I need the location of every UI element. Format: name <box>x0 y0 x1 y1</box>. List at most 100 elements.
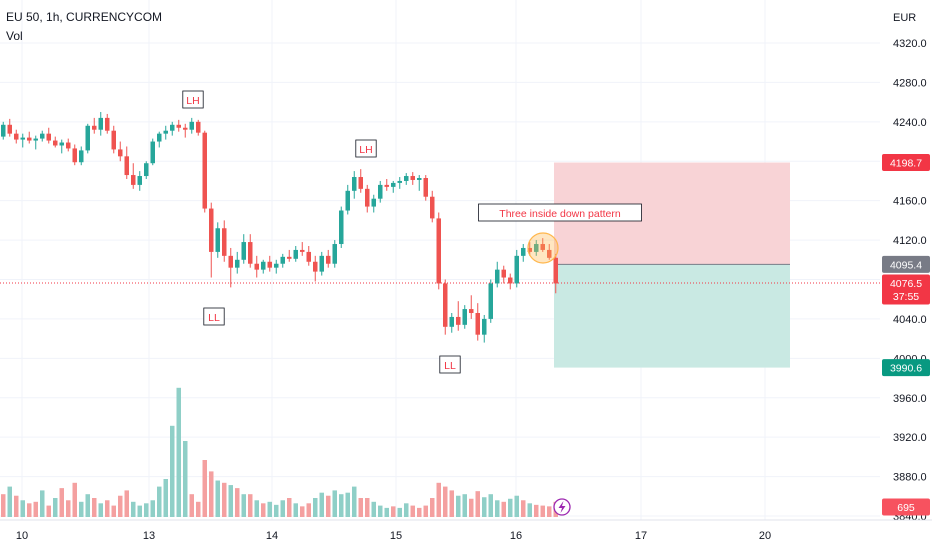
volume-bar <box>144 503 149 517</box>
volume-bar <box>436 482 441 517</box>
candle-body <box>254 263 259 270</box>
volume-bar <box>501 501 506 517</box>
volume-tag-label: 695 <box>897 502 915 514</box>
y-tick-label: 3880.0 <box>893 472 927 484</box>
annotation-box <box>439 355 461 374</box>
chart-symbol-title: EU 50, 1h, CURRENCYCOM <box>6 10 163 24</box>
volume-bar <box>332 490 337 517</box>
volume-bar <box>176 387 181 517</box>
volume-bar <box>345 492 350 517</box>
flash-bolt <box>558 501 566 513</box>
volume-bar <box>488 494 493 517</box>
candle-body <box>508 277 513 284</box>
volume-bar <box>85 494 90 517</box>
candlestick-series <box>1 111 558 343</box>
x-tick-label: 20 <box>759 530 771 542</box>
volume-bar <box>397 507 402 517</box>
candle-body <box>66 142 71 149</box>
volume-bar <box>118 495 123 517</box>
last-price-box <box>882 274 930 305</box>
candle-body <box>235 259 240 268</box>
volume-bar <box>228 485 233 517</box>
candle-body <box>27 137 32 141</box>
volume-bar <box>365 498 370 517</box>
volume-bar <box>40 490 45 517</box>
candle-body <box>313 261 318 272</box>
candle-body <box>72 148 77 163</box>
annotations: LH LH LL LL Three inside down pattern <box>182 90 642 374</box>
annotation-box <box>355 139 377 158</box>
candle-body <box>365 188 370 207</box>
volume-bar <box>384 507 389 517</box>
volume-bar <box>352 486 357 517</box>
candle-body <box>202 132 207 209</box>
volume-indicator-label: Vol <box>6 29 23 43</box>
x-tick-label: 14 <box>266 530 278 542</box>
candle-body <box>46 133 51 141</box>
volume-bar <box>534 504 539 517</box>
candle-body <box>462 309 467 325</box>
volume-bar <box>66 500 71 517</box>
volume-bar <box>261 503 266 517</box>
candle-body <box>391 182 396 187</box>
candle-body <box>410 176 415 180</box>
volume-bar <box>267 501 272 517</box>
candle-body <box>306 251 311 262</box>
volume-bar <box>254 500 259 517</box>
candle-body <box>7 124 12 134</box>
candle-body <box>176 124 181 128</box>
x-tick-label: 13 <box>143 530 155 542</box>
take-profit-zone[interactable] <box>554 264 790 368</box>
volume-bar <box>378 505 383 517</box>
take-profit-price-box <box>882 359 930 377</box>
candle-body <box>150 141 155 164</box>
candle-body <box>430 196 435 219</box>
volume-bar <box>456 495 461 517</box>
candle-body <box>111 130 116 150</box>
volume-bar <box>540 505 545 517</box>
volume-bar <box>170 425 175 517</box>
volume-bar <box>495 500 500 517</box>
candle-body <box>267 261 272 268</box>
volume-bar <box>14 495 19 517</box>
volume-bar <box>293 503 298 517</box>
volume-bar <box>79 501 84 517</box>
volume-bar <box>72 482 77 517</box>
candle-body <box>33 138 38 141</box>
take-profit-price-label: 3990.6 <box>890 363 922 375</box>
volume-bar <box>527 503 532 517</box>
volume-bar <box>287 498 292 517</box>
candle-body <box>79 150 84 163</box>
candle-body <box>488 283 493 319</box>
candle-body <box>332 244 337 264</box>
flash-icon[interactable] <box>553 498 571 516</box>
volume-bar <box>183 441 188 517</box>
volume-bar <box>46 505 51 517</box>
volume-bar <box>482 497 487 517</box>
annotation-text: Three inside down pattern <box>499 208 621 220</box>
volume-bar <box>391 506 396 517</box>
volume-bar <box>521 500 526 517</box>
volume-bar <box>215 480 220 517</box>
volume-bar <box>508 498 513 517</box>
stop-loss-price-label: 4198.7 <box>890 158 922 170</box>
volume-bar <box>274 504 279 517</box>
volume-bar <box>430 498 435 517</box>
candle-body <box>105 117 110 131</box>
candle-body <box>170 124 175 131</box>
candle-body <box>540 244 545 250</box>
candle-body <box>215 228 220 252</box>
annotation-box <box>478 203 642 222</box>
volume-bar <box>1 494 6 517</box>
volume-bar <box>111 505 116 517</box>
volume-bar <box>469 498 474 517</box>
volume-bar <box>53 498 58 517</box>
volume-bar <box>404 503 409 517</box>
time-axis[interactable]: 10 13 14 15 16 17 20 <box>0 519 932 542</box>
volume-bar <box>163 479 168 517</box>
candle-body <box>280 256 285 264</box>
volume-bar <box>410 505 415 517</box>
candle-body <box>378 184 383 199</box>
candle-body <box>293 249 298 259</box>
